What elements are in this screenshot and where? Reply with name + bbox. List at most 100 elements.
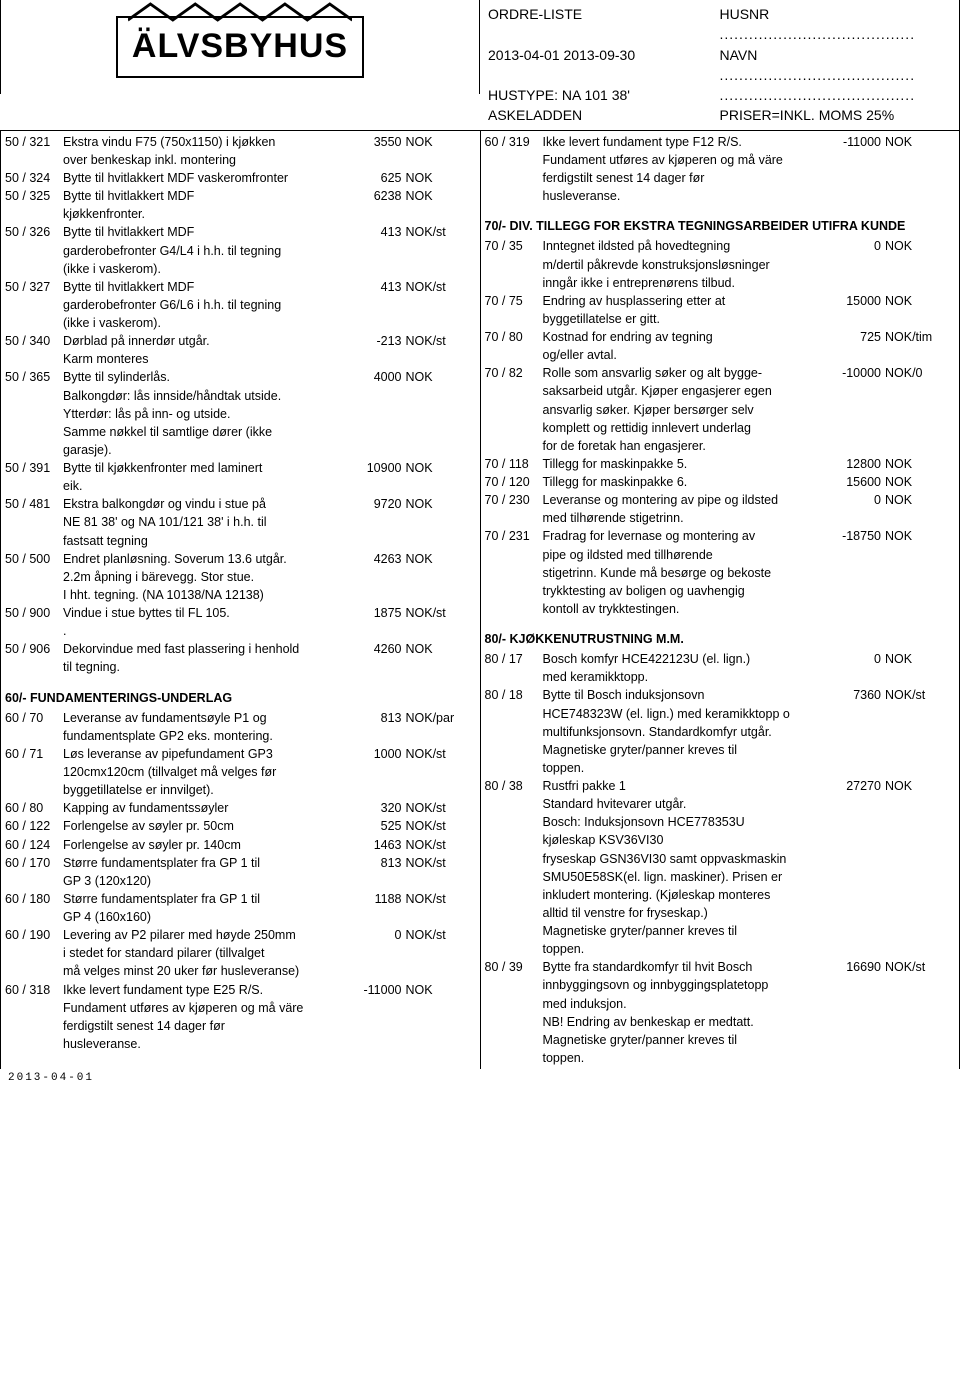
item-description: Leveranse av fundamentsøyle P1 og: [63, 709, 344, 727]
item-code: 70 / 231: [485, 527, 543, 545]
item-unit: [402, 260, 476, 278]
item-price: [344, 586, 402, 604]
item-description: toppen.: [543, 759, 824, 777]
item-description: SMU50E58SK(el. lign. maskiner). Prisen e…: [543, 868, 824, 886]
order-row: fastsatt tegning: [5, 532, 476, 550]
item-code: 50 / 906: [5, 640, 63, 658]
item-description: garderobefronter G6/L6 i h.h. til tegnin…: [63, 296, 344, 314]
item-unit: [402, 350, 476, 368]
item-unit: [881, 922, 955, 940]
item-price: 320: [344, 799, 402, 817]
item-code: [485, 401, 543, 419]
section-title: 60/- FUNDAMENTERINGS-UNDERLAG: [5, 689, 476, 707]
item-price: [823, 976, 881, 994]
order-row: 60 / 190Levering av P2 pilarer med høyde…: [5, 926, 476, 944]
item-unit: [881, 850, 955, 868]
item-price: [344, 1035, 402, 1053]
item-code: 70 / 82: [485, 364, 543, 382]
item-description: Rustfri pakke 1: [543, 777, 824, 795]
order-row: 50 / 321Ekstra vindu F75 (750x1150) i kj…: [5, 133, 476, 151]
body-columns: 50 / 321Ekstra vindu F75 (750x1150) i kj…: [0, 131, 960, 1069]
order-row: NB! Endring av benkeskap er medtatt.: [485, 1013, 956, 1031]
item-price: [823, 995, 881, 1013]
item-code: [485, 904, 543, 922]
order-row: 70 / 75Endring av husplassering etter at…: [485, 292, 956, 310]
item-unit: NOK/st: [402, 278, 476, 296]
order-row: NE 81 38' og NA 101/121 38' i h.h. til: [5, 513, 476, 531]
item-unit: [402, 944, 476, 962]
order-row: 50 / 325Bytte til hvitlakkert MDF6238NOK: [5, 187, 476, 205]
item-price: [823, 1049, 881, 1067]
order-row: kontoll av trykktestingen.: [485, 600, 956, 618]
item-description: komplett og rettidig innlevert underlag: [543, 419, 824, 437]
order-row: 60 / 124Forlengelse av søyler pr. 140cm1…: [5, 836, 476, 854]
item-code: [5, 622, 63, 640]
item-description: Endret planløsning. Soverum 13.6 utgår.: [63, 550, 344, 568]
item-price: [823, 401, 881, 419]
item-description: I hht. tegning. (NA 10138/NA 12138): [63, 586, 344, 604]
item-description: pipe og ildsted med tillhørende: [543, 546, 824, 564]
item-code: [485, 256, 543, 274]
item-description: Magnetiske gryter/panner kreves til: [543, 922, 824, 940]
item-price: 413: [344, 223, 402, 241]
order-row: 70 / 230Leveranse og montering av pipe o…: [485, 491, 956, 509]
order-row: og/eller avtal.: [485, 346, 956, 364]
item-description: stigetrinn. Kunde må besørge og bekoste: [543, 564, 824, 582]
item-code: [485, 831, 543, 849]
item-code: 70 / 118: [485, 455, 543, 473]
item-description: (ikke i vaskerom).: [63, 260, 344, 278]
item-code: [5, 477, 63, 495]
item-price: 4000: [344, 368, 402, 386]
order-row: m/dertil påkrevde konstruksjonsløsninger: [485, 256, 956, 274]
header-info: ORDRE-LISTE HUSNR 2013-04-01 2013-09-30 …: [480, 0, 960, 130]
item-price: [823, 419, 881, 437]
husnr-label: HUSNR: [720, 4, 952, 45]
item-price: 27270: [823, 777, 881, 795]
item-unit: [881, 831, 955, 849]
item-price: [823, 274, 881, 292]
item-price: [823, 346, 881, 364]
item-description: husleveranse.: [543, 187, 824, 205]
item-code: [5, 296, 63, 314]
item-description: Samme nøkkel til samtlige dører (ikke: [63, 423, 344, 441]
order-row: ferdigstilt senest 14 dager før: [5, 1017, 476, 1035]
item-price: [823, 831, 881, 849]
item-code: 50 / 321: [5, 133, 63, 151]
item-price: [823, 705, 881, 723]
item-code: [485, 509, 543, 527]
item-code: [5, 944, 63, 962]
item-description: NE 81 38' og NA 101/121 38' i h.h. til: [63, 513, 344, 531]
item-code: 70 / 230: [485, 491, 543, 509]
item-price: -18750: [823, 527, 881, 545]
item-price: [823, 382, 881, 400]
item-description: Kapping av fundamentssøyler: [63, 799, 344, 817]
item-unit: [881, 274, 955, 292]
order-row: alltid til venstre for fryseskap.): [485, 904, 956, 922]
item-code: [485, 813, 543, 831]
item-price: [823, 940, 881, 958]
item-description: Dekorvindue med fast plassering i henhol…: [63, 640, 344, 658]
item-unit: [881, 187, 955, 205]
order-row: må velges minst 20 uker før husleveranse…: [5, 962, 476, 980]
item-description: Bytte til Bosch induksjonsovn: [543, 686, 824, 704]
item-code: 50 / 327: [5, 278, 63, 296]
item-description: Ikke levert fundament type F12 R/S.: [543, 133, 824, 151]
item-price: 813: [344, 709, 402, 727]
item-unit: [881, 741, 955, 759]
item-description: garderobefronter G4/L4 i h.h. til tegnin…: [63, 242, 344, 260]
item-code: 80 / 18: [485, 686, 543, 704]
order-row: 60 / 70Leveranse av fundamentsøyle P1 og…: [5, 709, 476, 727]
item-unit: NOK: [881, 292, 955, 310]
right-column: 60 / 319Ikke levert fundament type F12 R…: [481, 131, 960, 1069]
item-code: [5, 260, 63, 278]
item-price: -11000: [823, 133, 881, 151]
order-row: 50 / 365Bytte til sylinderlås.4000NOK: [5, 368, 476, 386]
item-price: 3550: [344, 133, 402, 151]
order-row: innbyggingsovn og innbyggingsplatetopp: [485, 976, 956, 994]
item-code: [5, 151, 63, 169]
item-price: [344, 477, 402, 495]
item-unit: [881, 437, 955, 455]
item-unit: [881, 509, 955, 527]
item-unit: NOK: [402, 133, 476, 151]
item-unit: NOK: [881, 473, 955, 491]
